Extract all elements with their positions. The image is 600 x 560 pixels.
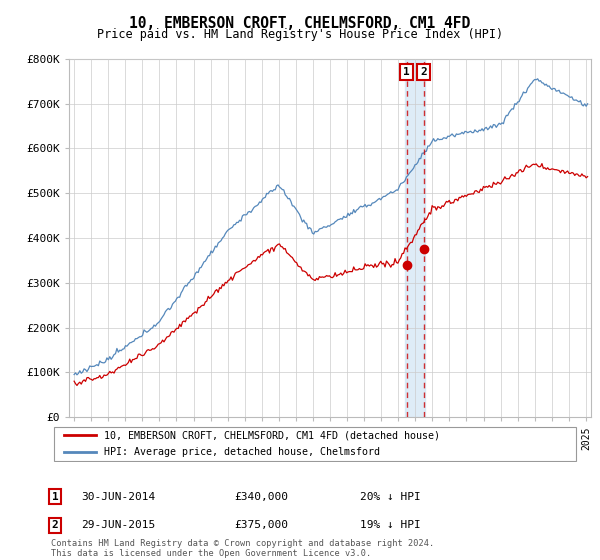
Text: 19% ↓ HPI: 19% ↓ HPI (360, 520, 421, 530)
FancyBboxPatch shape (53, 427, 577, 460)
Text: £340,000: £340,000 (234, 492, 288, 502)
Text: Price paid vs. HM Land Registry's House Price Index (HPI): Price paid vs. HM Land Registry's House … (97, 28, 503, 41)
Text: 1: 1 (403, 67, 410, 77)
Text: Contains HM Land Registry data © Crown copyright and database right 2024.
This d: Contains HM Land Registry data © Crown c… (51, 539, 434, 558)
Text: 2: 2 (421, 67, 427, 77)
Text: 20% ↓ HPI: 20% ↓ HPI (360, 492, 421, 502)
Text: HPI: Average price, detached house, Chelmsford: HPI: Average price, detached house, Chel… (104, 447, 380, 457)
Text: 2: 2 (52, 520, 59, 530)
Text: 29-JUN-2015: 29-JUN-2015 (81, 520, 155, 530)
Text: 10, EMBERSON CROFT, CHELMSFORD, CM1 4FD: 10, EMBERSON CROFT, CHELMSFORD, CM1 4FD (130, 16, 470, 31)
Text: 1: 1 (52, 492, 59, 502)
Text: 10, EMBERSON CROFT, CHELMSFORD, CM1 4FD (detached house): 10, EMBERSON CROFT, CHELMSFORD, CM1 4FD … (104, 431, 440, 440)
Bar (406, 59, 425, 417)
Text: 30-JUN-2014: 30-JUN-2014 (81, 492, 155, 502)
Text: £375,000: £375,000 (234, 520, 288, 530)
